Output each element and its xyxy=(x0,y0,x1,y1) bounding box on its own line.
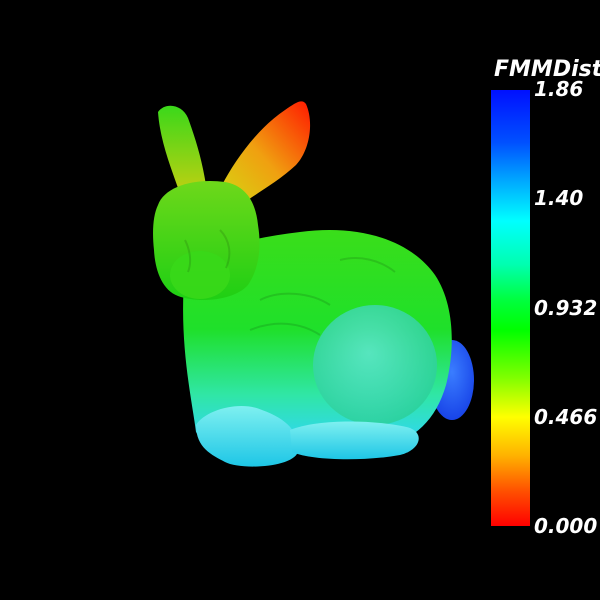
legend-tick-2: 0.932 xyxy=(534,296,598,320)
legend-tick-max: 1.86 xyxy=(534,77,584,101)
bunny-front-feet xyxy=(196,405,299,467)
legend-tick-3: 1.40 xyxy=(534,186,584,210)
bunny-snout xyxy=(170,251,230,299)
legend-tick-1: 0.466 xyxy=(534,405,598,429)
surface-shading xyxy=(184,229,396,336)
legend-title: FMMDist xyxy=(494,57,600,82)
bunny-right-ear xyxy=(222,101,311,200)
bunny-hind-foot xyxy=(290,421,419,460)
colorbar xyxy=(491,90,530,526)
legend-tick-min: 0.000 xyxy=(534,514,598,538)
bunny-haunch xyxy=(313,305,437,425)
bunny-left-ear xyxy=(158,105,206,188)
